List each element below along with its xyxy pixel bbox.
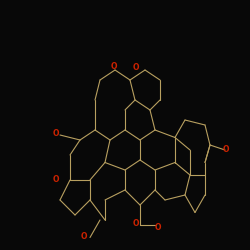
Text: O: O bbox=[80, 232, 87, 241]
Text: O: O bbox=[154, 223, 161, 232]
Text: O: O bbox=[133, 63, 140, 72]
Text: O: O bbox=[53, 129, 60, 138]
Text: O: O bbox=[133, 219, 140, 228]
Text: O: O bbox=[223, 146, 230, 154]
Text: O: O bbox=[53, 176, 60, 184]
Text: O: O bbox=[110, 62, 117, 71]
